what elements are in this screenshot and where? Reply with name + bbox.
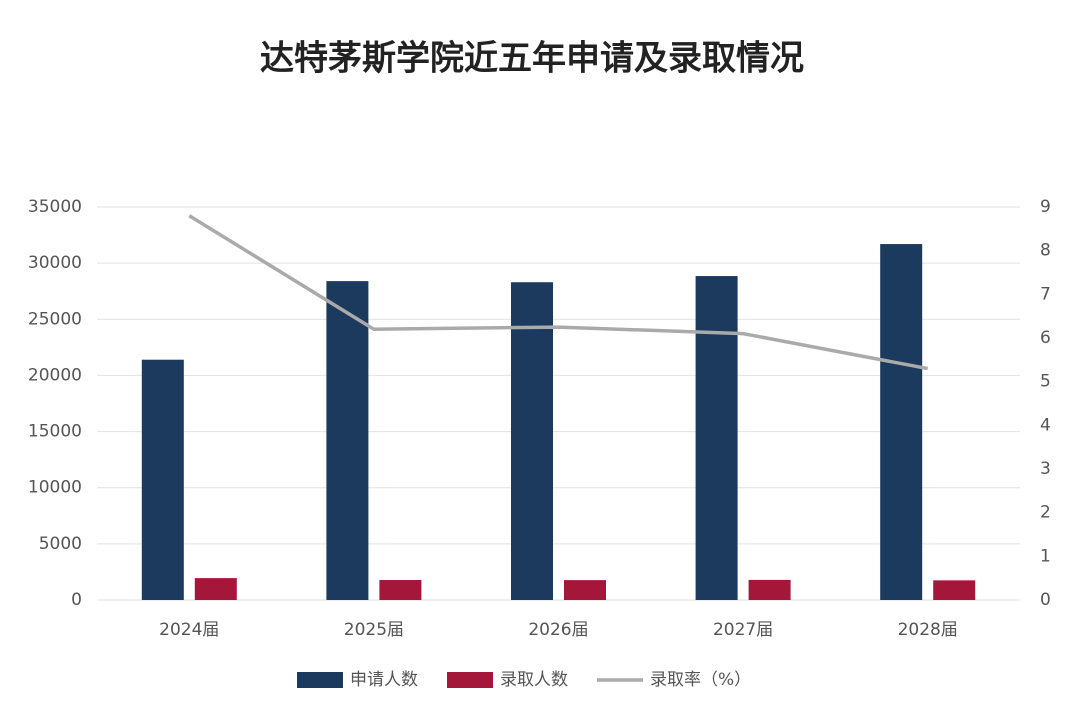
y-tick-label: 20000	[28, 365, 82, 385]
chart-title: 达特茅斯学院近五年申请及录取情况	[260, 39, 804, 79]
x-tick-label: 2027届	[713, 620, 773, 640]
bar	[141, 359, 184, 600]
bar	[511, 282, 553, 600]
legend-swatch	[297, 672, 343, 688]
y2-tick-label: 9	[1040, 197, 1051, 217]
x-tick-label: 2025届	[344, 620, 404, 640]
y2-tick-label: 1	[1040, 546, 1051, 566]
y2-tick-label: 5	[1040, 372, 1051, 392]
y2-tick-label: 6	[1040, 328, 1051, 348]
x-tick-label: 2024届	[159, 620, 219, 640]
bar	[880, 244, 923, 600]
y-tick-label: 25000	[28, 309, 82, 329]
y2-tick-label: 0	[1040, 590, 1051, 610]
bar	[564, 580, 606, 600]
bar	[748, 579, 791, 600]
y2-tick-label: 7	[1040, 284, 1051, 304]
x-tick-label: 2026届	[528, 620, 588, 640]
legend-swatch	[447, 672, 493, 688]
y2-tick-label: 4	[1040, 415, 1051, 435]
y2-tick-label: 8	[1040, 241, 1051, 261]
bar	[695, 276, 738, 600]
y-tick-label: 5000	[39, 534, 82, 554]
y-tick-label: 0	[71, 590, 82, 610]
legend-label: 申请人数	[350, 670, 418, 690]
bar	[326, 281, 369, 600]
bar	[933, 580, 976, 600]
bar	[194, 578, 237, 600]
y-tick-label: 30000	[28, 253, 82, 273]
line-series	[188, 214, 929, 371]
y2-tick-label: 3	[1040, 459, 1051, 479]
x-tick-label: 2028届	[898, 620, 958, 640]
y2-tick-label: 2	[1040, 503, 1051, 523]
y-tick-label: 15000	[28, 422, 82, 442]
bar	[379, 580, 422, 600]
y-tick-label: 35000	[28, 197, 82, 217]
legend-label: 录取人数	[500, 670, 568, 690]
legend-label: 录取率（%）	[650, 670, 751, 690]
y-tick-label: 10000	[28, 478, 82, 498]
